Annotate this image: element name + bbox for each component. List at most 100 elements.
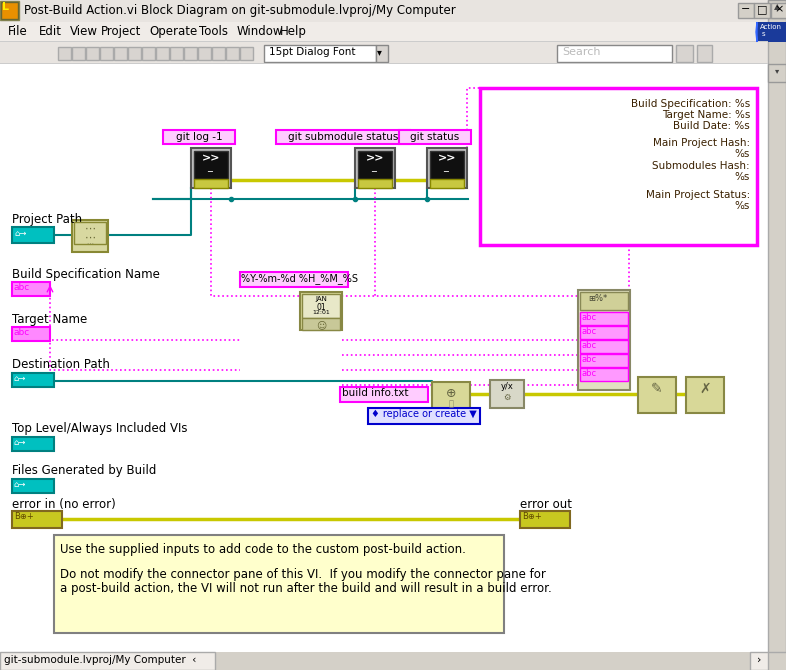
Text: build info.txt: build info.txt xyxy=(342,388,409,398)
Bar xyxy=(12,327,50,341)
Text: a post-build action, the VI will not run after the build and will result in a bu: a post-build action, the VI will not run… xyxy=(60,582,552,595)
Text: _: _ xyxy=(371,162,376,172)
Bar xyxy=(557,45,672,62)
Text: %s: %s xyxy=(735,172,750,182)
Bar xyxy=(580,312,628,325)
Bar xyxy=(12,479,54,493)
Text: abc: abc xyxy=(582,355,597,364)
Text: ▾: ▾ xyxy=(775,66,779,75)
Bar xyxy=(432,382,470,410)
Bar xyxy=(264,45,376,62)
Bar xyxy=(480,88,757,245)
Bar xyxy=(340,387,428,402)
Text: abc: abc xyxy=(582,369,597,378)
Bar xyxy=(12,227,54,243)
Text: Main Project Status:: Main Project Status: xyxy=(646,190,750,200)
Text: Help: Help xyxy=(279,25,307,38)
Bar xyxy=(72,220,108,252)
Text: Post-Build Action.vi Block Diagram on git-submodule.lvproj/My Computer: Post-Build Action.vi Block Diagram on gi… xyxy=(24,4,456,17)
Text: Target Name: %s: Target Name: %s xyxy=(662,110,750,120)
Text: ⌂→: ⌂→ xyxy=(13,374,25,383)
Text: B⊕+: B⊕+ xyxy=(14,512,34,521)
Bar xyxy=(768,0,786,652)
Text: 📄: 📄 xyxy=(449,399,454,408)
Text: ✗: ✗ xyxy=(700,382,711,396)
Bar xyxy=(771,3,786,18)
Text: ⌂→: ⌂→ xyxy=(13,480,25,489)
Text: Operate: Operate xyxy=(150,25,198,38)
Bar xyxy=(128,47,141,60)
Text: ×: × xyxy=(774,4,784,14)
Bar xyxy=(0,1,19,20)
Text: Use the supplied inputs to add code to the custom post-build action.: Use the supplied inputs to add code to t… xyxy=(60,543,466,556)
Text: abc: abc xyxy=(582,327,597,336)
Text: >>: >> xyxy=(438,153,456,163)
Text: Build Date: %s: Build Date: %s xyxy=(674,121,750,131)
Bar xyxy=(156,47,169,60)
Text: git status: git status xyxy=(410,132,460,142)
Bar xyxy=(368,408,480,424)
Text: ⋯: ⋯ xyxy=(84,233,96,243)
Bar xyxy=(0,41,768,42)
Bar xyxy=(580,368,628,381)
Text: abc: abc xyxy=(582,341,597,350)
Bar xyxy=(756,22,786,42)
Bar xyxy=(376,45,388,62)
Text: Build Specification: %s: Build Specification: %s xyxy=(630,99,750,109)
Text: >>: >> xyxy=(365,153,384,163)
Bar xyxy=(750,652,768,670)
Text: View: View xyxy=(70,25,97,38)
Bar xyxy=(163,130,235,144)
Bar xyxy=(212,47,225,60)
Text: ⌂→: ⌂→ xyxy=(14,229,27,238)
Text: □: □ xyxy=(757,4,767,14)
Bar xyxy=(399,130,471,144)
Bar xyxy=(697,45,712,62)
Bar xyxy=(142,47,155,60)
Bar xyxy=(198,47,211,60)
Text: git-submodule.lvproj/My Computer  ‹: git-submodule.lvproj/My Computer ‹ xyxy=(4,655,196,665)
Text: Edit: Edit xyxy=(39,25,62,38)
Text: L: L xyxy=(2,2,9,12)
Text: Tools: Tools xyxy=(199,25,228,38)
Bar xyxy=(0,652,768,670)
Bar xyxy=(194,151,228,179)
Bar xyxy=(0,64,768,652)
Bar xyxy=(86,47,99,60)
Bar xyxy=(12,373,54,387)
Bar xyxy=(358,179,392,188)
Bar xyxy=(240,272,348,287)
Bar xyxy=(427,148,467,188)
Bar xyxy=(100,47,113,60)
Bar xyxy=(676,45,693,62)
Text: File: File xyxy=(8,25,28,38)
Text: ▲: ▲ xyxy=(773,2,780,11)
Polygon shape xyxy=(756,22,757,42)
Bar xyxy=(358,151,392,179)
Text: abc: abc xyxy=(582,313,597,322)
Bar xyxy=(430,151,464,179)
Text: ⋯: ⋯ xyxy=(86,241,94,247)
Bar xyxy=(638,377,676,413)
Text: ☺: ☺ xyxy=(316,320,326,330)
Text: %s: %s xyxy=(735,201,750,211)
Bar xyxy=(0,0,786,22)
Bar xyxy=(580,292,628,310)
Bar xyxy=(302,318,340,330)
Bar xyxy=(170,47,183,60)
Text: 12:01: 12:01 xyxy=(312,310,330,315)
Text: ⚙: ⚙ xyxy=(503,393,511,402)
Text: Top Level/Always Included VIs: Top Level/Always Included VIs xyxy=(12,422,188,435)
Text: ▾: ▾ xyxy=(377,47,382,57)
Bar xyxy=(191,148,231,188)
Bar xyxy=(580,354,628,367)
Bar xyxy=(0,0,786,22)
Bar xyxy=(0,63,768,64)
Text: abc: abc xyxy=(13,283,29,292)
Text: _: _ xyxy=(443,162,448,172)
Bar xyxy=(686,377,724,413)
Bar xyxy=(54,535,504,633)
Text: −: − xyxy=(741,4,751,14)
Text: Submodules Hash:: Submodules Hash: xyxy=(652,161,750,171)
Bar xyxy=(738,3,754,18)
